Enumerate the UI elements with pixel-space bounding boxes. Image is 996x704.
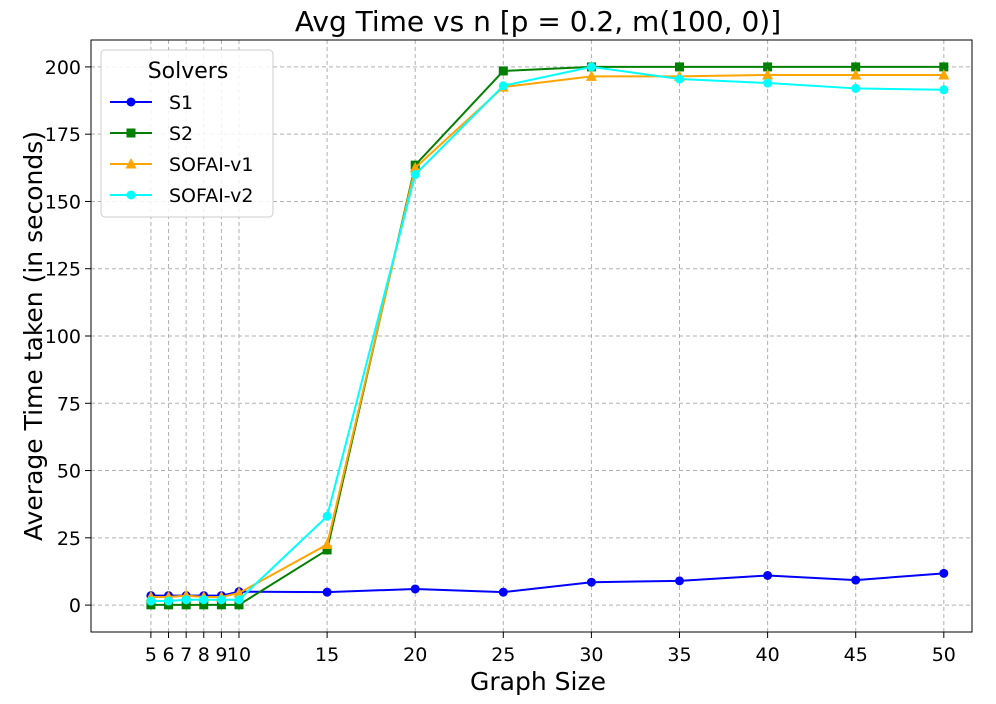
chart-title: Avg Time vs n [p = 0.2, m(100, 0)]	[295, 5, 781, 38]
data-point-s1	[498, 587, 508, 597]
data-point-sofai-v2	[498, 81, 508, 91]
data-point-s1	[763, 570, 773, 580]
legend-title: Solvers	[148, 59, 229, 84]
data-point-s2	[234, 600, 244, 610]
data-point-s2	[498, 66, 508, 76]
data-point-sofai-v1	[938, 68, 950, 80]
data-point-s2	[939, 62, 949, 72]
data-point-s1	[586, 577, 596, 587]
data-point-s2	[851, 62, 861, 72]
data-point-s1	[675, 576, 685, 586]
x-tick-label: 25	[491, 644, 515, 666]
legend-label-sofai-v1: SOFAI-v1	[169, 154, 253, 176]
data-point-s2	[322, 545, 332, 555]
data-point-s1	[939, 568, 949, 578]
data-point-sofai-v2	[164, 596, 174, 606]
legend-marker-s2	[126, 128, 136, 138]
data-point-s2	[216, 600, 226, 610]
legend-entry-sofai-v1: SOFAI-v1	[110, 154, 253, 176]
legend-marker-sofai-v2	[126, 190, 136, 200]
y-tick-label: 75	[57, 393, 81, 415]
x-tick-label: 15	[315, 644, 339, 666]
data-point-sofai-v2	[939, 85, 949, 95]
data-point-sofai-v2	[216, 595, 226, 605]
y-tick-label: 150	[45, 191, 81, 213]
data-point-sofai-v1	[321, 538, 333, 550]
legend: Solvers S1 S2 SOFAI-v1 SOFAI-v2	[100, 49, 274, 218]
x-tick-label: 5	[145, 644, 157, 666]
y-tick-label: 100	[45, 326, 81, 348]
y-tick-label: 125	[45, 259, 81, 281]
series-sofai-v2	[146, 62, 949, 606]
legend-label-s2: S2	[169, 123, 193, 145]
legend-entry-s1: S1	[110, 92, 193, 114]
legend-entry-sofai-v2: SOFAI-v2	[110, 185, 253, 207]
data-point-sofai-v2	[851, 83, 861, 93]
x-tick-label: 9	[215, 644, 227, 666]
data-point-sofai-v2	[410, 170, 420, 180]
y-tick-label: 25	[57, 528, 81, 550]
data-point-sofai-v2	[234, 595, 244, 605]
data-point-sofai-v1	[850, 68, 862, 80]
data-point-sofai-v2	[763, 78, 773, 88]
legend-box	[100, 49, 274, 218]
data-point-sofai-v2	[199, 595, 209, 605]
data-point-sofai-v1	[762, 68, 774, 80]
data-point-s1	[322, 587, 332, 597]
data-point-s1	[851, 575, 861, 585]
data-point-s2	[199, 600, 209, 610]
data-point-s2	[763, 62, 773, 72]
legend-label-sofai-v2: SOFAI-v2	[169, 185, 253, 207]
data-point-sofai-v2	[675, 74, 685, 84]
x-tick-label: 45	[844, 644, 868, 666]
legend-marker-sofai-v1	[125, 158, 137, 169]
x-tick-label: 30	[579, 644, 603, 666]
data-point-sofai-v1	[409, 161, 421, 173]
y-tick-label: 200	[45, 57, 81, 79]
y-tick-label: 0	[69, 595, 81, 617]
x-tick-label: 50	[932, 644, 956, 666]
x-axis-label: Graph Size	[470, 667, 606, 696]
data-point-s2	[675, 62, 685, 72]
data-point-s1	[410, 584, 420, 594]
legend-entry-s2: S2	[110, 123, 193, 145]
data-point-sofai-v2	[146, 596, 156, 606]
x-tick-label: 8	[198, 644, 210, 666]
axis-ticks: 5 6 7 8 9 10 15 20 25 30 35 40 45 50 0 25 50 75 100 125 150 1…	[45, 57, 956, 666]
legend-marker-s1	[126, 97, 136, 107]
data-point-sofai-v1	[585, 70, 597, 81]
y-tick-label: 50	[57, 461, 81, 483]
x-tick-label: 6	[162, 644, 174, 666]
data-point-sofai-v2	[181, 595, 191, 605]
data-point-sofai-v2	[586, 62, 596, 72]
x-tick-label: 40	[756, 644, 780, 666]
x-tick-label: 7	[180, 644, 192, 666]
x-tick-label: 35	[667, 644, 691, 666]
y-tick-label: 175	[45, 124, 81, 146]
legend-label-s1: S1	[169, 92, 193, 114]
data-point-s2	[181, 600, 191, 610]
series-lines	[145, 62, 950, 610]
x-tick-label: 20	[403, 644, 427, 666]
data-point-sofai-v1	[233, 586, 245, 598]
y-axis-label: Average Time taken (in seconds)	[19, 131, 48, 541]
x-tick-label: 10	[227, 644, 251, 666]
data-point-sofai-v2	[322, 511, 332, 521]
